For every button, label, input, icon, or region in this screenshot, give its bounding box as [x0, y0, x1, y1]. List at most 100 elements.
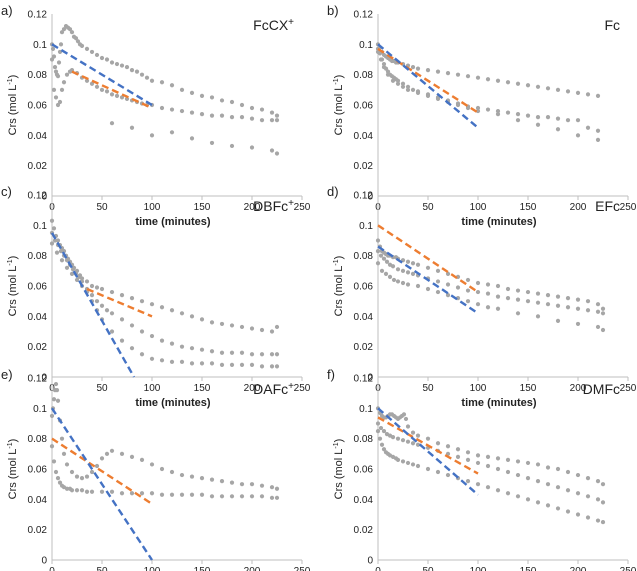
data-point [555, 485, 561, 490]
data-point [390, 78, 396, 83]
y-tick-label: 0 [41, 556, 47, 567]
y-axis-label: Crs (mol L-1) [333, 439, 345, 500]
data-point [595, 479, 601, 484]
data-point [52, 64, 58, 70]
panel-label: a) [1, 3, 13, 18]
data-point [119, 63, 125, 68]
data-point [50, 46, 56, 51]
data-point [259, 494, 265, 499]
data-point [114, 93, 120, 98]
data-point [405, 424, 411, 429]
data-point [269, 495, 275, 500]
data-point [89, 489, 95, 494]
data-point [445, 271, 451, 276]
data-point [219, 494, 225, 499]
data-point [410, 462, 416, 467]
data-point [51, 459, 57, 464]
y-tick-label: 0.06 [354, 282, 374, 293]
data-point [199, 361, 205, 366]
data-point [49, 241, 55, 246]
x-tick-label: 100 [470, 383, 487, 394]
x-tick-label: 50 [422, 202, 434, 213]
data-point [119, 317, 125, 322]
data-point [139, 72, 145, 77]
data-point [410, 430, 416, 435]
data-point [55, 238, 61, 243]
y-axis-label-sup: -1 [333, 442, 340, 448]
data-point [61, 27, 67, 32]
data-point [545, 503, 551, 508]
y-tick-label: 0.08 [354, 70, 374, 81]
x-tick-label: 250 [294, 202, 311, 213]
data-point [600, 306, 606, 311]
scatter-series-2 [375, 49, 601, 142]
data-point [89, 49, 95, 55]
x-axis-label: time (minutes) [461, 397, 537, 409]
y-tick-label: 0.02 [28, 161, 48, 172]
data-point [179, 108, 185, 114]
data-point [595, 128, 601, 133]
x-tick-label: 100 [144, 566, 161, 571]
x-axis-label: time (minutes) [135, 216, 211, 228]
data-point [381, 447, 387, 452]
data-point [455, 102, 461, 108]
data-point [495, 466, 501, 472]
data-point [415, 442, 421, 447]
data-point [69, 271, 75, 276]
x-tick-label: 100 [144, 202, 161, 213]
data-point [229, 494, 235, 499]
data-point [485, 291, 491, 296]
data-point [575, 306, 581, 311]
data-point [495, 294, 501, 299]
data-point [475, 75, 481, 80]
x-tick-label: 50 [422, 383, 434, 394]
data-point [415, 463, 421, 469]
data-point [379, 268, 385, 273]
y-tick-label: 0.04 [354, 312, 374, 323]
data-point [555, 127, 561, 132]
data-point [94, 52, 100, 58]
panel-title: DMFc [583, 381, 620, 397]
data-point [64, 265, 70, 270]
data-point [69, 488, 75, 493]
data-point [94, 84, 100, 89]
y-axis-label-sup: -1 [7, 442, 14, 448]
data-point [51, 87, 57, 92]
data-point [109, 121, 115, 126]
data-point [129, 296, 135, 301]
data-point [229, 362, 235, 367]
data-point [249, 105, 255, 111]
data-point [445, 444, 451, 449]
data-point [209, 477, 215, 482]
data-point [515, 472, 521, 478]
panel-title: DAFc+ [253, 381, 294, 397]
y-tick-label: 0 [367, 373, 373, 384]
y-axis-label-text: Crs (mol L [7, 85, 19, 136]
data-point [74, 277, 80, 283]
data-point [400, 268, 406, 273]
panel-title-sup: + [288, 381, 294, 392]
data-point [505, 491, 511, 496]
data-point [119, 491, 125, 496]
data-point [525, 460, 531, 466]
panel-label: c) [1, 184, 12, 199]
y-tick-label: 0.1 [359, 404, 373, 415]
data-point [595, 302, 601, 307]
data-point [219, 98, 225, 103]
scatter-series-0 [49, 24, 280, 118]
data-point [485, 77, 491, 82]
data-point [199, 347, 205, 352]
data-point [425, 466, 431, 472]
data-point [144, 75, 150, 80]
data-point [435, 279, 441, 284]
data-point [219, 113, 225, 118]
data-point [189, 361, 195, 366]
data-point [209, 494, 215, 499]
data-point [555, 303, 561, 308]
data-point [515, 459, 521, 464]
x-tick-label: 150 [520, 566, 537, 571]
data-point [555, 506, 561, 511]
data-point [465, 457, 471, 462]
data-point [535, 314, 541, 319]
data-point [390, 435, 396, 440]
